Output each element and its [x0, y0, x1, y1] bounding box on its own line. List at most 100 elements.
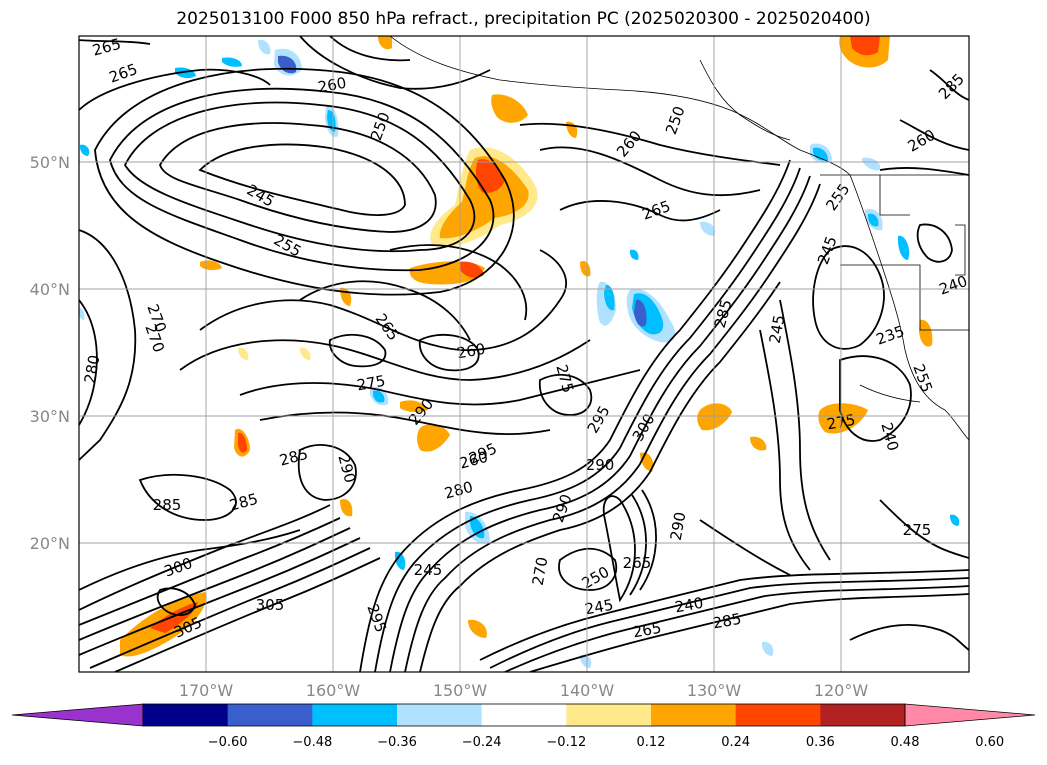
precip-blob — [700, 221, 716, 236]
coastline — [389, 36, 969, 441]
contour-value-label: 265 — [91, 35, 123, 60]
contour-line — [79, 68, 271, 111]
colorbar-outline — [142, 703, 906, 727]
precip-blob — [395, 551, 406, 570]
contour-line — [79, 299, 98, 426]
colorbar: −0.60 −0.48 −0.36 −0.24 −0.12 0.12 0.24 0.36 0.4… — [11, 703, 1036, 750]
colorbar-tick-label: 0.36 — [806, 735, 835, 750]
colorbar-extend-min — [11, 703, 144, 727]
lat-label: 20°N — [30, 534, 70, 553]
colorbar-tick-label: −0.24 — [462, 735, 502, 750]
precip-blob — [460, 261, 484, 278]
contour-value-label: 245 — [766, 313, 789, 344]
contour-line — [328, 333, 387, 368]
colorbar-bin — [143, 704, 229, 726]
lat-label: 50°N — [30, 153, 70, 172]
contour-value-label: 305 — [256, 596, 285, 614]
precip-blob — [80, 144, 90, 156]
gridlines — [79, 36, 969, 672]
precip-blob — [417, 424, 450, 452]
precip-blob — [580, 260, 591, 277]
precip-anomaly-shading — [79, 36, 960, 668]
contour-line — [123, 101, 476, 253]
precip-blob — [630, 249, 639, 260]
contour-line — [179, 339, 591, 381]
lon-label: 160°W — [306, 681, 361, 700]
precip-blob — [150, 602, 198, 633]
colorbar-bin — [227, 704, 313, 726]
lon-label: 120°W — [814, 681, 869, 700]
colorbar-tick-label: 0.60 — [975, 735, 1004, 750]
colorbar-bin — [566, 704, 652, 726]
contour-value-label: 285 — [153, 496, 182, 514]
precip-blob — [919, 319, 933, 347]
contour-value-label: 280 — [81, 353, 104, 384]
contour-value-label: 290 — [586, 456, 615, 474]
precip-blob — [340, 498, 353, 517]
contour-line — [529, 593, 969, 672]
precip-blob — [950, 514, 960, 526]
longitude-labels: 170°W 160°W 150°W 140°W 130°W 120°W — [179, 681, 869, 700]
contour-line — [539, 373, 593, 416]
colorbar-tick-label: −0.36 — [377, 735, 417, 750]
contour-line — [489, 577, 969, 669]
colorbar-bin — [397, 704, 483, 726]
contour-line — [159, 122, 437, 233]
contour-value-label: 270 — [529, 555, 552, 586]
precip-blob — [470, 516, 485, 539]
contour-line — [239, 369, 641, 406]
contour-line — [79, 529, 301, 591]
contour-line — [299, 280, 471, 341]
precip-blob — [868, 213, 879, 227]
latitude-labels: 50°N 40°N 30°N 20°N — [30, 153, 70, 553]
colorbar-tick-label: 0.12 — [637, 735, 666, 750]
contour-value-label: 275 — [903, 521, 932, 539]
colorbar-tick-label: −0.48 — [292, 735, 332, 750]
precip-blob — [697, 403, 732, 431]
map-title: 2025013100 F000 850 hPa refract., precip… — [176, 9, 871, 29]
precip-blob — [373, 390, 385, 403]
contour-line — [389, 244, 528, 321]
precip-blob — [491, 94, 528, 123]
colorbar-bin — [651, 704, 737, 726]
contour-line — [418, 333, 480, 372]
precip-blob — [258, 39, 271, 55]
precip-blob — [222, 57, 242, 67]
contour-line — [297, 444, 357, 501]
contour-value-label: 265 — [623, 554, 652, 572]
contour-line — [539, 146, 761, 197]
contour-line — [699, 519, 791, 576]
contour-line — [299, 36, 491, 90]
precip-blob — [762, 641, 774, 656]
contour-value-label: 290 — [667, 510, 690, 541]
precip-blob — [634, 299, 647, 327]
precip-blob — [79, 307, 85, 320]
precip-blob — [580, 654, 592, 668]
contour-value-label: 285 — [711, 610, 742, 633]
precip-blob — [604, 284, 615, 311]
contour-line — [156, 587, 196, 616]
contour-line — [89, 547, 371, 669]
contour-line — [94, 67, 515, 296]
contour-line — [479, 569, 969, 661]
lon-label: 140°W — [560, 681, 615, 700]
contour-line — [879, 499, 969, 559]
contour-line — [114, 557, 381, 672]
precip-blob — [750, 436, 767, 451]
map-background — [79, 36, 969, 672]
contour-line — [504, 585, 969, 672]
refractivity-contours — [79, 36, 969, 672]
contour-line — [374, 167, 801, 672]
colorbar-bin — [312, 704, 398, 726]
precip-blob — [238, 347, 249, 360]
lat-label: 40°N — [30, 280, 70, 299]
contour-line — [79, 537, 361, 656]
colorbar-bin — [735, 704, 821, 726]
contour-value-label: 275 — [355, 372, 386, 395]
contour-line — [259, 411, 551, 435]
contour-line — [109, 87, 495, 272]
contour-line — [404, 183, 821, 672]
contour-line — [389, 175, 811, 672]
precip-blob — [400, 400, 428, 413]
